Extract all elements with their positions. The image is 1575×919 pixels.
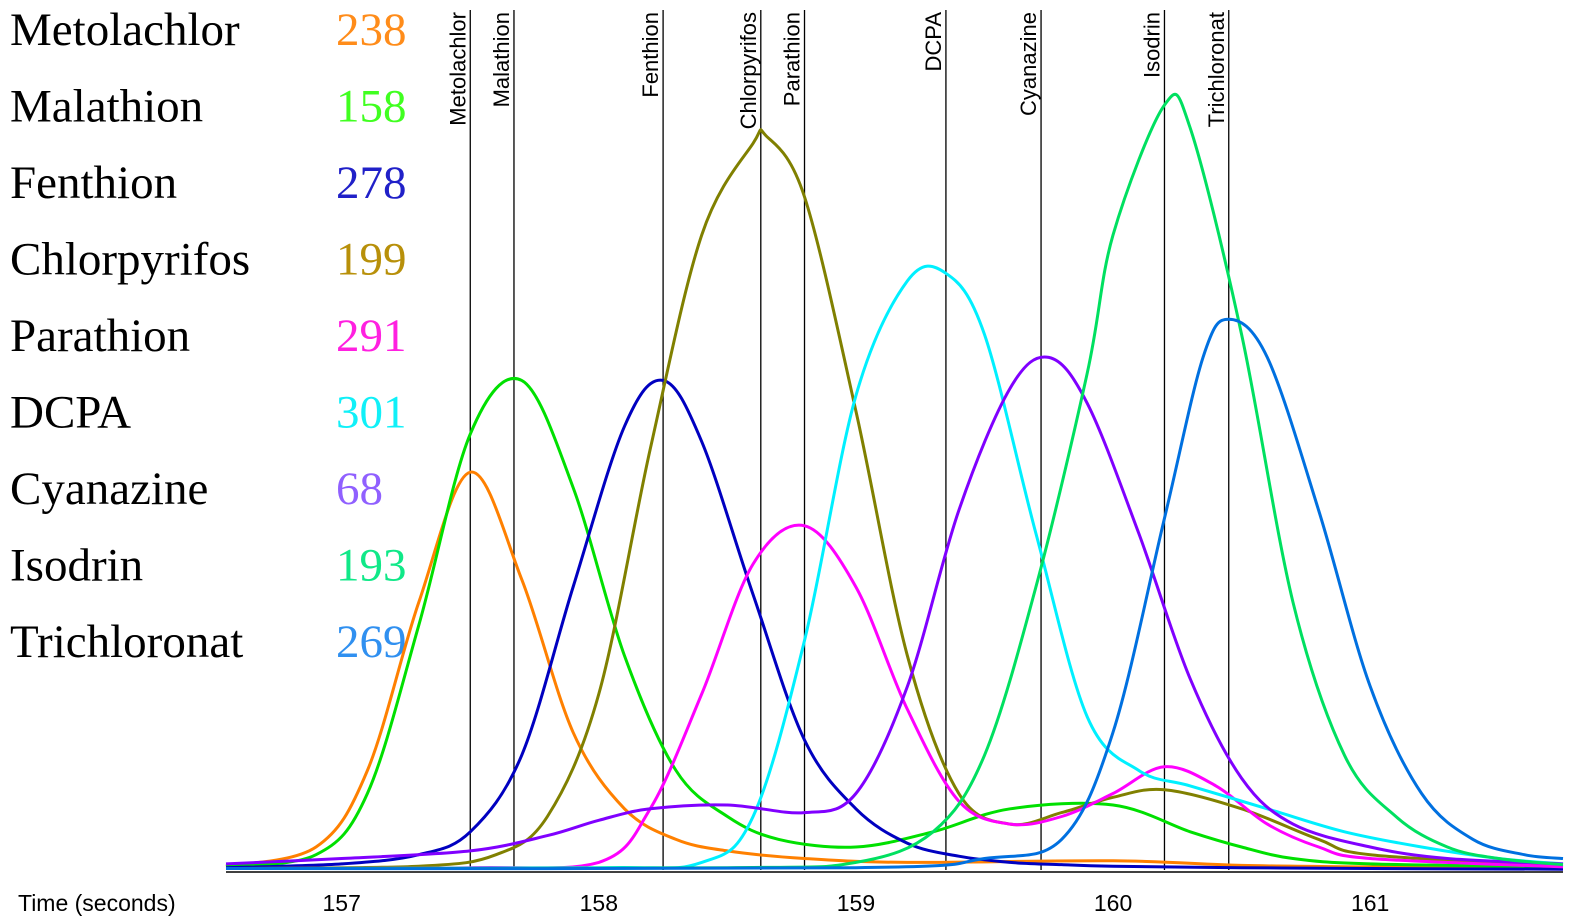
chromatogram-series-line — [225, 128, 1564, 870]
x-tick-labels: 157 158 159 160 161 — [323, 890, 1390, 916]
legend-compound-name: Isodrin — [10, 540, 143, 592]
legend-compound-name: Metolachlor — [10, 4, 240, 56]
legend-item: Malathion 158 — [10, 81, 407, 133]
peak-marker-label: Fenthion — [638, 12, 663, 98]
chromatogram-curves — [225, 92, 1564, 871]
legend-item: Chlorpyrifos 199 — [10, 234, 407, 286]
peak-marker-label: Chlorpyrifos — [736, 12, 761, 129]
legend-item: Fenthion 278 — [10, 157, 407, 209]
legend-item: DCPA 301 — [10, 387, 407, 439]
legend-compound-name: DCPA — [10, 387, 131, 439]
legend-item: Cyanazine 68 — [10, 463, 383, 515]
legend-compound-name: Chlorpyrifos — [10, 234, 250, 286]
peak-marker-lines: Metolachlor Malathion Fenthion Chlorpyrifos… — [445, 10, 1230, 870]
peak-marker-label: Malathion — [489, 12, 514, 107]
peak-marker-label: Cyanazine — [1016, 12, 1041, 116]
legend-compound-value: 291 — [336, 310, 407, 362]
legend-compound-value: 199 — [336, 234, 407, 286]
chromatogram-series-line — [225, 264, 1564, 870]
legend-item: Isodrin 193 — [10, 540, 407, 592]
legend-compound-value: 158 — [336, 81, 407, 133]
legend-compound-value: 68 — [336, 463, 383, 515]
chromatogram-series-line — [225, 377, 1564, 869]
peak-marker-label: Parathion — [780, 12, 805, 106]
chromatogram-series-line — [225, 317, 1564, 871]
x-tick-label: 157 — [323, 890, 361, 916]
peak-marker-label: Isodrin — [1139, 12, 1164, 78]
legend: Metolachlor 238 Malathion 158 Fenthion 278 Chl… — [10, 4, 407, 668]
peak-marker-label: Trichloronat — [1204, 12, 1229, 127]
legend-item: Trichloronat 269 — [10, 616, 407, 668]
legend-compound-value: 301 — [336, 387, 407, 439]
x-tick-label: 161 — [1351, 890, 1389, 916]
x-tick-label: 159 — [837, 890, 875, 916]
x-tick-label: 160 — [1094, 890, 1132, 916]
legend-item: Parathion 291 — [10, 310, 407, 362]
x-axis-label: Time (seconds) — [18, 890, 176, 916]
legend-compound-name: Cyanazine — [10, 463, 208, 515]
legend-item: Metolachlor 238 — [10, 4, 407, 56]
chromatogram-series-line — [225, 355, 1564, 866]
legend-compound-value: 193 — [336, 540, 407, 592]
x-tick-label: 158 — [580, 890, 618, 916]
chromatogram-series-line — [225, 92, 1564, 870]
legend-compound-name: Fenthion — [10, 157, 177, 209]
legend-compound-value: 269 — [336, 616, 407, 668]
legend-compound-name: Malathion — [10, 81, 203, 133]
peak-marker-label: Metolachlor — [445, 12, 470, 126]
chromatogram-series-line — [225, 523, 1564, 870]
legend-compound-name: Parathion — [10, 310, 190, 362]
legend-compound-value: 278 — [336, 157, 407, 209]
chromatogram-series-line — [225, 378, 1564, 871]
peak-marker-label: DCPA — [921, 12, 946, 72]
legend-compound-value: 238 — [336, 4, 407, 56]
chromatogram-series-line — [225, 470, 1564, 870]
legend-compound-name: Trichloronat — [10, 616, 243, 668]
